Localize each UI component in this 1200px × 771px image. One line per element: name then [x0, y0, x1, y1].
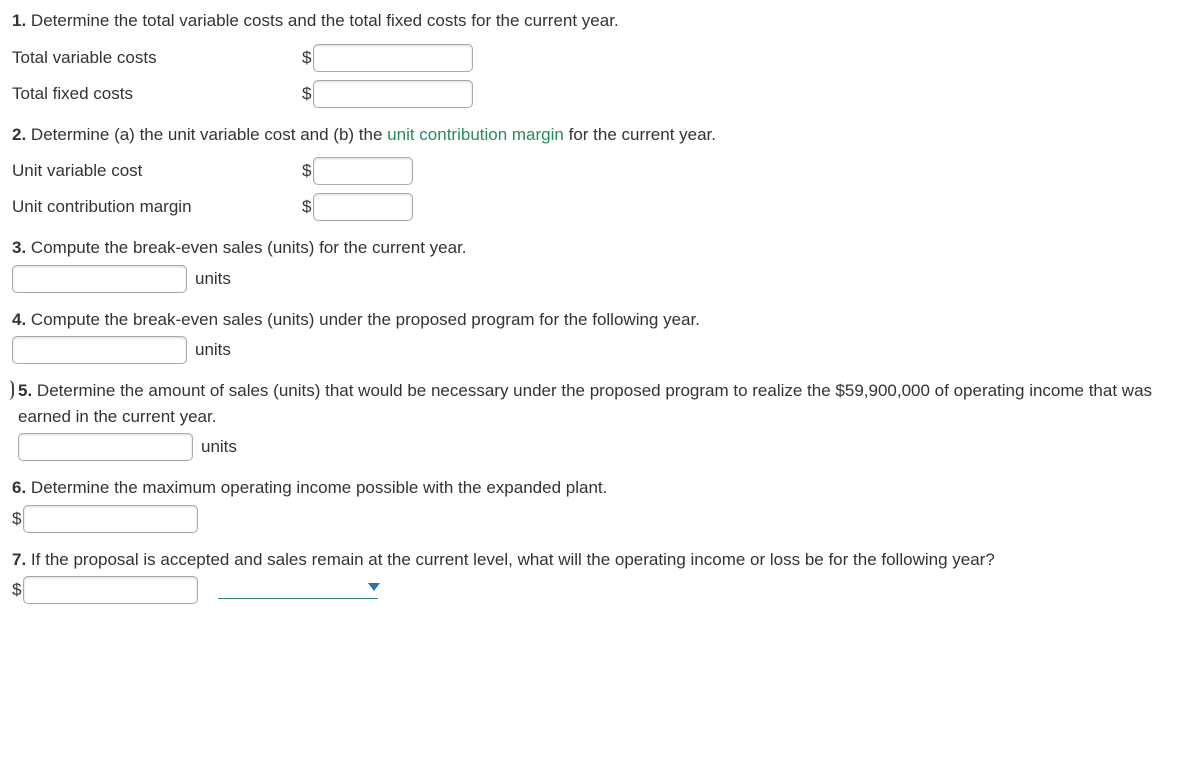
- q6-text: Determine the maximum operating income p…: [31, 478, 607, 497]
- units-label: units: [195, 337, 231, 363]
- units-label: units: [201, 434, 237, 460]
- q4-answer-row: units: [12, 336, 1188, 364]
- q4-number: 4.: [12, 310, 26, 329]
- currency-symbol: $: [302, 81, 311, 107]
- question-7: 7. If the proposal is accepted and sales…: [12, 547, 1188, 605]
- currency-symbol: $: [12, 506, 21, 532]
- q6-number: 6.: [12, 478, 26, 497]
- q5-bracket-icon: [6, 380, 14, 400]
- q1-row-tvc: Total variable costs $: [12, 44, 1188, 72]
- q1-label-tfc: Total fixed costs: [12, 81, 302, 107]
- q2-label-ucm: Unit contribution margin: [12, 194, 302, 220]
- q3-prompt: 3. Compute the break-even sales (units) …: [12, 235, 1188, 261]
- question-6: 6. Determine the maximum operating incom…: [12, 475, 1188, 533]
- income-loss-dropdown[interactable]: [218, 581, 378, 599]
- q1-row-tfc: Total fixed costs $: [12, 80, 1188, 108]
- input-total-fixed-costs[interactable]: [313, 80, 473, 108]
- input-breakeven-proposed[interactable]: [12, 336, 187, 364]
- q7-answer-row: $: [12, 576, 1188, 604]
- q2-text-post: for the current year.: [564, 125, 716, 144]
- question-1: 1. Determine the total variable costs an…: [12, 8, 1188, 108]
- input-unit-contribution-margin[interactable]: [313, 193, 413, 221]
- q2-prompt: 2. Determine (a) the unit variable cost …: [12, 122, 1188, 148]
- q3-number: 3.: [12, 238, 26, 257]
- q5-number: 5.: [18, 381, 32, 400]
- input-max-operating-income[interactable]: [23, 505, 198, 533]
- q1-text: Determine the total variable costs and t…: [31, 11, 619, 30]
- q1-label-tvc: Total variable costs: [12, 45, 302, 71]
- q1-prompt: 1. Determine the total variable costs an…: [12, 8, 1188, 34]
- chevron-down-icon: [368, 583, 380, 591]
- q5-text: Determine the amount of sales (units) th…: [18, 381, 1152, 426]
- currency-symbol: $: [12, 577, 21, 603]
- q5-answer-row: units: [18, 433, 1188, 461]
- input-total-variable-costs[interactable]: [313, 44, 473, 72]
- question-3: 3. Compute the break-even sales (units) …: [12, 235, 1188, 293]
- q4-text: Compute the break-even sales (units) und…: [31, 310, 700, 329]
- q3-answer-row: units: [12, 265, 1188, 293]
- q6-answer-row: $: [12, 505, 1188, 533]
- q2-text-pre: Determine (a) the unit variable cost and…: [31, 125, 387, 144]
- currency-symbol: $: [302, 45, 311, 71]
- units-label: units: [195, 266, 231, 292]
- question-5: 5. Determine the amount of sales (units)…: [12, 378, 1188, 461]
- q7-text: If the proposal is accepted and sales re…: [31, 550, 995, 569]
- input-breakeven-current[interactable]: [12, 265, 187, 293]
- q2-label-uvc: Unit variable cost: [12, 158, 302, 184]
- q7-number: 7.: [12, 550, 26, 569]
- q5-prompt: 5. Determine the amount of sales (units)…: [18, 378, 1188, 429]
- q7-prompt: 7. If the proposal is accepted and sales…: [12, 547, 1188, 573]
- q1-number: 1.: [12, 11, 26, 30]
- q2-row-uvc: Unit variable cost $: [12, 157, 1188, 185]
- input-sales-units-target[interactable]: [18, 433, 193, 461]
- question-2: 2. Determine (a) the unit variable cost …: [12, 122, 1188, 222]
- question-4: 4. Compute the break-even sales (units) …: [12, 307, 1188, 365]
- currency-symbol: $: [302, 158, 311, 184]
- q6-prompt: 6. Determine the maximum operating incom…: [12, 475, 1188, 501]
- input-operating-income-loss[interactable]: [23, 576, 198, 604]
- q3-text: Compute the break-even sales (units) for…: [31, 238, 467, 257]
- q4-prompt: 4. Compute the break-even sales (units) …: [12, 307, 1188, 333]
- q2-row-ucm: Unit contribution margin $: [12, 193, 1188, 221]
- q2-number: 2.: [12, 125, 26, 144]
- currency-symbol: $: [302, 194, 311, 220]
- q2-link-ucm[interactable]: unit contribution margin: [387, 125, 564, 144]
- input-unit-variable-cost[interactable]: [313, 157, 413, 185]
